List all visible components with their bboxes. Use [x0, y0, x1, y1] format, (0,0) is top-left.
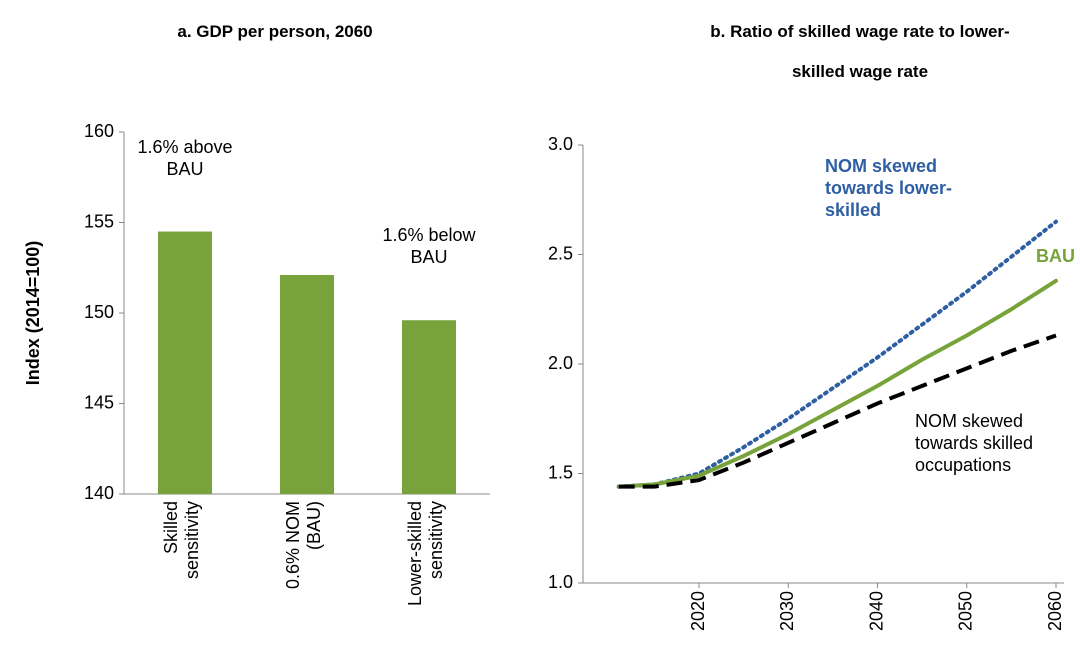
y-tick-label: 3.0 — [548, 134, 573, 154]
x-tick-label: 2030 — [777, 591, 797, 631]
series-label: NOM skewed towards lower-skilled — [825, 156, 953, 220]
chart-title: b. Ratio of skilled wage rate to lower-s… — [710, 22, 1010, 81]
x-tick-label: Lower-skilled sensitivity — [405, 501, 446, 607]
y-tick-label: 140 — [84, 483, 114, 503]
y-tick-label: 1.0 — [548, 572, 573, 592]
chart-title: a. GDP per person, 2060 — [177, 22, 373, 41]
series-line — [618, 333, 1057, 489]
bar — [402, 320, 456, 494]
y-tick-label: 2.5 — [548, 243, 573, 263]
bar — [158, 231, 212, 495]
x-tick-label: 2020 — [688, 591, 708, 631]
x-tick-label: 0.6% NOM (BAU) — [283, 501, 324, 590]
x-tick-label: 2060 — [1045, 591, 1065, 631]
y-tick-label: 150 — [84, 302, 114, 322]
annotation: 1.6% above BAU — [137, 136, 233, 179]
x-tick-label: 2050 — [956, 591, 976, 631]
y-axis-label: Index (2014=100) — [23, 241, 43, 386]
series-label: BAU — [1036, 246, 1075, 266]
series-line — [616, 278, 1058, 489]
annotation: 1.6% below BAU — [382, 225, 476, 268]
y-tick-label: 145 — [84, 392, 114, 412]
y-tick-label: 160 — [84, 121, 114, 141]
x-tick-label: Skilled sensitivity — [161, 501, 202, 580]
bar — [280, 274, 334, 494]
y-tick-label: 1.5 — [548, 462, 573, 482]
x-tick-label: 2040 — [866, 591, 886, 631]
series-label: NOM skewed towards skilled occupations — [915, 411, 1034, 475]
y-tick-label: 155 — [84, 211, 114, 231]
y-tick-label: 2.0 — [548, 353, 573, 373]
